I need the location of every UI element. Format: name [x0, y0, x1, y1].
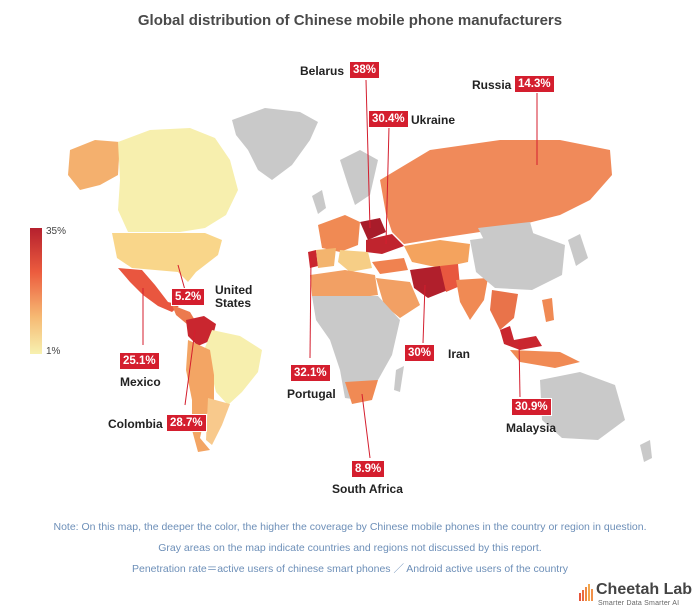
value-ukraine: 30.4%: [368, 110, 409, 128]
turkey: [372, 258, 408, 274]
western-europe: [318, 215, 360, 252]
eastern-europe: [338, 250, 372, 272]
legend-max-label: 35%: [46, 226, 67, 237]
spain: [316, 248, 336, 268]
russia: [380, 140, 612, 244]
value-colombia: 28.7%: [166, 414, 207, 432]
note-line-1: Note: On this map, the deeper the color,…: [53, 521, 647, 533]
ukraine: [366, 234, 404, 254]
china: [470, 232, 565, 290]
belarus: [360, 218, 386, 240]
malaysia: [500, 326, 542, 350]
value-united-states: 5.2%: [171, 288, 206, 306]
value-malaysia: 30.9%: [511, 398, 552, 416]
label-colombia: Colombia: [108, 417, 163, 431]
south-africa: [345, 380, 378, 404]
madagascar: [394, 366, 404, 392]
philippines: [542, 298, 554, 322]
greenland: [232, 108, 318, 180]
japan-korea: [568, 234, 588, 266]
value-south-africa: 8.9%: [351, 460, 386, 478]
value-belarus: 38%: [349, 61, 381, 79]
value-portugal: 32.1%: [290, 364, 331, 382]
mexico: [118, 268, 180, 312]
iran: [410, 266, 448, 298]
label-malaysia: Malaysia: [506, 421, 557, 435]
label-russia: Russia: [472, 78, 512, 92]
uk: [312, 190, 326, 214]
india: [456, 278, 488, 320]
pakistan: [440, 264, 460, 292]
australia: [540, 372, 625, 440]
label-belarus: Belarus: [300, 64, 345, 78]
argentina: [206, 398, 230, 445]
brazil: [204, 330, 262, 405]
label-portugal: Portugal: [287, 387, 336, 401]
arabia: [376, 278, 420, 318]
alaska: [68, 140, 120, 190]
southeast-asia: [490, 290, 518, 330]
note-line-2: Gray areas on the map indicate countries…: [158, 542, 542, 554]
value-mexico: 25.1%: [119, 352, 160, 370]
africa: [312, 296, 400, 400]
indonesia: [510, 350, 580, 368]
value-iran: 30%: [404, 344, 436, 362]
united-states: [112, 233, 222, 282]
mongolia: [478, 222, 534, 240]
new-zealand: [640, 440, 652, 462]
label-mexico: Mexico: [120, 375, 161, 389]
label-ukraine: Ukraine: [411, 113, 456, 127]
callout-lines: [142, 79, 538, 459]
label-iran: Iran: [448, 347, 471, 361]
central-asia: [404, 240, 470, 268]
note-line-3: Penetration rate＝active users of chinese…: [132, 563, 568, 575]
scandinavia: [340, 150, 378, 205]
value-russia: 14.3%: [514, 75, 555, 93]
label-united-states: United States: [215, 283, 253, 310]
label-south-africa: South Africa: [332, 482, 403, 496]
brand-name: Cheetah Lab: [596, 581, 693, 598]
legend-min-label: 1%: [46, 346, 61, 357]
map-title: Global distribution of Chinese mobile ph…: [137, 12, 563, 29]
canada: [118, 128, 238, 232]
north-africa: [310, 270, 378, 300]
legend-gradient-bar: [30, 228, 42, 354]
cheetah-bars-logo-icon: [579, 584, 593, 601]
brand-tagline: Smarter Data Smarter AI: [598, 600, 680, 607]
